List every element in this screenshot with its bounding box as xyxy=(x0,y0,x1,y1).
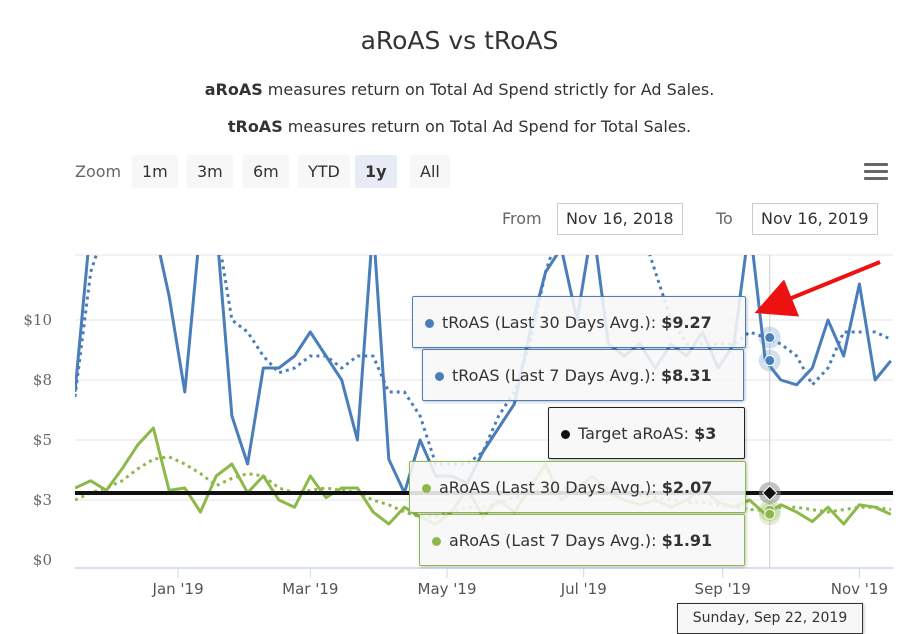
target-point-marker xyxy=(761,485,778,501)
troas-dot-icon xyxy=(425,319,434,328)
from-label: From xyxy=(502,209,542,228)
y-tick-label: $3 xyxy=(33,491,52,509)
subtitle-bold: aRoAS xyxy=(204,80,263,99)
tooltip-label: aRoAS (Last 7 Days Avg.): xyxy=(449,531,662,550)
tooltip-value: $8.31 xyxy=(661,366,712,385)
tooltip-label: tRoAS (Last 30 Days Avg.): xyxy=(442,313,662,332)
zoom-all-button[interactable]: All xyxy=(410,155,450,188)
tooltip-troas-7: tRoAS (Last 7 Days Avg.): $8.31 xyxy=(422,349,744,401)
zoom-ytd-button[interactable]: YTD xyxy=(298,155,350,188)
y-tick-label: $8 xyxy=(33,371,52,389)
zoom-6m-button[interactable]: 6m xyxy=(243,155,289,188)
zoom-1y-button[interactable]: 1y xyxy=(355,155,397,188)
subtitle-text: measures return on Total Ad Spend strict… xyxy=(262,80,715,99)
to-date-input[interactable]: Nov 16, 2019 xyxy=(752,203,878,235)
tooltip-troas-30: tRoAS (Last 30 Days Avg.): $9.27 xyxy=(412,296,746,348)
x-tick-label: Mar '19 xyxy=(282,580,338,598)
tooltip-value: $9.27 xyxy=(661,313,712,332)
tooltip-value: $3 xyxy=(694,424,717,443)
aroas-dot-icon xyxy=(432,537,441,546)
hover-point-marker xyxy=(764,508,776,520)
subtitle-bold: tRoAS xyxy=(227,117,283,136)
target-dot-icon xyxy=(561,430,570,439)
hover-point-marker xyxy=(764,332,776,344)
red-arrow-annotation xyxy=(754,260,881,317)
y-tick-label: $0 xyxy=(33,551,52,569)
x-tick-label: Nov '19 xyxy=(831,580,888,598)
troas-dot-icon xyxy=(435,372,444,381)
to-label: To xyxy=(716,209,733,228)
tooltip-value: $1.91 xyxy=(661,531,713,550)
zoom-label: Zoom xyxy=(75,162,122,181)
tooltip-aroas-7: aRoAS (Last 7 Days Avg.): $1.91 xyxy=(419,514,745,566)
tooltip-aroas-30: aRoAS (Last 30 Days Avg.): $2.07 xyxy=(409,461,746,513)
x-tick-label: May '19 xyxy=(418,580,477,598)
subtitle-troas: tRoAS measures return on Total Ad Spend … xyxy=(0,117,919,136)
tooltip-date: Sunday, Sep 22, 2019 xyxy=(677,603,863,634)
from-date-input[interactable]: Nov 16, 2018 xyxy=(557,203,683,235)
tooltip-target: Target aRoAS: $3 xyxy=(548,407,745,459)
y-tick-label: $5 xyxy=(33,431,52,449)
hamburger-menu-icon[interactable] xyxy=(864,163,888,184)
zoom-1m-button[interactable]: 1m xyxy=(132,155,178,188)
subtitle-aroas: aRoAS measures return on Total Ad Spend … xyxy=(0,80,919,99)
tooltip-label: Target aRoAS: xyxy=(578,424,695,443)
zoom-3m-button[interactable]: 3m xyxy=(187,155,233,188)
subtitle-text: measures return on Total Ad Spend for To… xyxy=(282,117,692,136)
x-tick-label: Jul '19 xyxy=(560,580,607,598)
tooltip-label: tRoAS (Last 7 Days Avg.): xyxy=(452,366,662,385)
x-tick-label: Sep '19 xyxy=(695,580,751,598)
tooltip-label: aRoAS (Last 30 Days Avg.): xyxy=(439,478,662,497)
troas-last-7-days-avg--line xyxy=(75,255,892,495)
tooltip-value: $2.07 xyxy=(661,478,713,497)
x-tick-label: Jan '19 xyxy=(152,580,204,598)
y-tick-label: $10 xyxy=(23,311,52,329)
aroas-dot-icon xyxy=(422,484,431,493)
hover-point-marker xyxy=(764,355,776,367)
chart-title: aRoAS vs tRoAS xyxy=(360,26,559,55)
